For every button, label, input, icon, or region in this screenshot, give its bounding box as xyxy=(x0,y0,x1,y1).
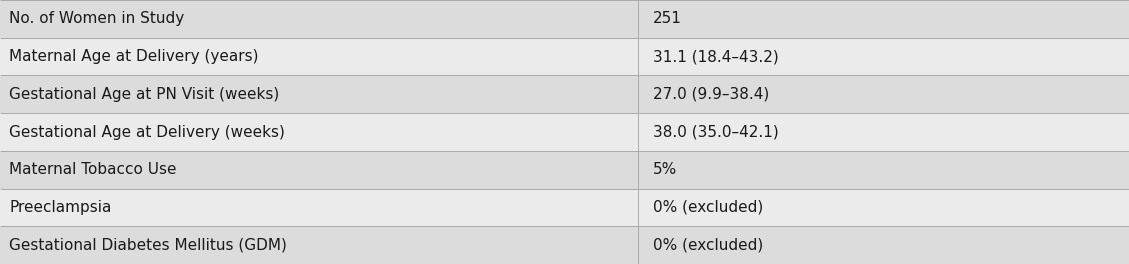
Text: Gestational Age at Delivery (weeks): Gestational Age at Delivery (weeks) xyxy=(9,125,285,139)
Bar xyxy=(0,151,1129,188)
Text: 27.0 (9.9–38.4): 27.0 (9.9–38.4) xyxy=(653,87,769,102)
Text: Preeclampsia: Preeclampsia xyxy=(9,200,112,215)
Text: Maternal Age at Delivery (years): Maternal Age at Delivery (years) xyxy=(9,49,259,64)
Bar xyxy=(0,188,1129,226)
Bar xyxy=(0,38,1129,76)
Text: 0% (excluded): 0% (excluded) xyxy=(653,200,763,215)
Bar xyxy=(0,113,1129,151)
Text: Gestational Diabetes Mellitus (GDM): Gestational Diabetes Mellitus (GDM) xyxy=(9,238,287,253)
Text: 38.0 (35.0–42.1): 38.0 (35.0–42.1) xyxy=(653,125,778,139)
Bar xyxy=(0,0,1129,38)
Text: 31.1 (18.4–43.2): 31.1 (18.4–43.2) xyxy=(653,49,778,64)
Text: 251: 251 xyxy=(653,11,682,26)
Text: 5%: 5% xyxy=(653,162,676,177)
Text: Maternal Tobacco Use: Maternal Tobacco Use xyxy=(9,162,176,177)
Text: Gestational Age at PN Visit (weeks): Gestational Age at PN Visit (weeks) xyxy=(9,87,279,102)
Text: 0% (excluded): 0% (excluded) xyxy=(653,238,763,253)
Text: No. of Women in Study: No. of Women in Study xyxy=(9,11,184,26)
Bar xyxy=(0,76,1129,113)
Bar xyxy=(0,226,1129,264)
